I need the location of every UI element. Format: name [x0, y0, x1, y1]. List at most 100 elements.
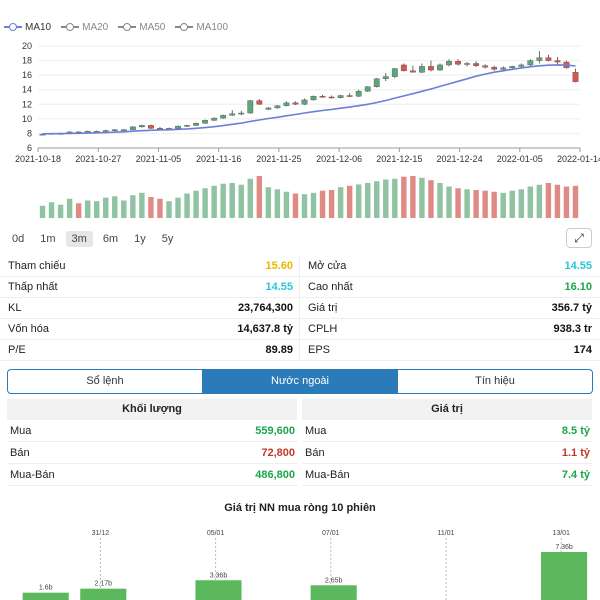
candle [310, 96, 317, 101]
volume-bar [247, 178, 253, 218]
volume-bar [229, 183, 235, 218]
candle [391, 68, 398, 77]
volume-bar [500, 192, 506, 218]
x-tick-label: 2021-12-15 [376, 154, 422, 164]
candle [184, 125, 190, 127]
period-1y[interactable]: 1y [134, 233, 146, 245]
candle [545, 57, 552, 61]
period-0d[interactable]: 0d [12, 233, 25, 245]
date-label: 05/01 [207, 530, 225, 537]
candle [491, 66, 498, 70]
stat-value: 938.3 tr [553, 323, 592, 335]
y-tick-label: 12 [22, 99, 32, 109]
stat-label: CPLH [308, 323, 338, 335]
net-bar-label: 7.36b [555, 544, 573, 551]
foreign-row-label: Bán [10, 446, 30, 459]
volume-bar [491, 191, 497, 218]
stat-value: 15.60 [265, 260, 293, 272]
ma-legend: MA10 MA20 MA50 MA100 [4, 19, 228, 35]
legend-ma20[interactable]: MA20 [61, 19, 108, 35]
stat-row: Vốn hóa 14,637.8 tỷ CPLH 938.3 tr [0, 319, 600, 340]
foreign-volume-header: Khối lượng [7, 399, 297, 420]
tab-signals[interactable]: Tín hiệu [475, 375, 515, 387]
stat-row: Tham chiếu 15.60 Mở cửa 14.55 [0, 256, 600, 277]
tab-foreign[interactable]: Nước ngoài [203, 370, 398, 393]
date-label: 31/12 [92, 530, 110, 537]
foreign-row: Bán 72,800 [7, 442, 297, 464]
y-tick-label: 14 [22, 85, 32, 95]
period-1m[interactable]: 1m [40, 233, 56, 245]
foreign-row-value: 72,800 [261, 446, 295, 459]
volume-bar [554, 184, 561, 218]
volume-bar [328, 190, 335, 218]
top-cut-text [0, 0, 600, 6]
candle [473, 63, 480, 66]
x-tick-label: 2022-01-14 [557, 154, 600, 164]
y-tick-label: 8 [27, 128, 32, 138]
stat-value: 14.55 [564, 260, 592, 272]
net-bar-label: 2.65b [325, 577, 343, 584]
volume-bar [527, 186, 534, 218]
candle [346, 95, 353, 97]
foreign-row-label: Mua-Bán [10, 468, 55, 481]
candle [129, 126, 136, 130]
period-3m[interactable]: 3m [65, 231, 93, 247]
legend-ma50[interactable]: MA50 [118, 19, 165, 35]
net-bar [541, 552, 588, 600]
candle [509, 66, 516, 69]
y-tick-label: 6 [27, 143, 32, 153]
y-tick-label: 10 [22, 114, 32, 124]
volume-bar [509, 190, 515, 218]
volume-bar [184, 193, 190, 218]
stat-label: Tham chiếu [8, 260, 66, 272]
line-marker-icon [61, 22, 80, 32]
price-volume-chart[interactable]: 6 8 10 12 14 16 18 20 2021-10-18 2021-10-27 2021-1… [0, 38, 600, 223]
expand-icon[interactable]: ⤢ [566, 228, 592, 248]
legend-ma100-label: MA100 [196, 21, 229, 33]
stat-cell: Cao nhất 16.10 [300, 277, 600, 298]
period-5y[interactable]: 5y [161, 233, 174, 245]
line-marker-icon [4, 22, 22, 32]
volume-bar [121, 200, 127, 218]
candle [419, 66, 425, 73]
net-bar-label: 2.17b [95, 581, 113, 588]
volume-bar [310, 192, 317, 218]
volume-bar [220, 183, 226, 218]
volume-bar [446, 186, 452, 218]
candle [536, 57, 543, 61]
net-bar [310, 585, 357, 600]
tab-order-book[interactable]: Sổ lệnh [8, 370, 203, 393]
legend-ma10[interactable]: MA10 [4, 19, 51, 35]
candle [328, 96, 335, 99]
volume-bar [48, 202, 55, 218]
candle [428, 66, 434, 71]
stat-row: Thấp nhất 14.55 Cao nhất 16.10 [0, 277, 600, 298]
net-buy-title: Giá trị NN mua ròng 10 phiên [224, 502, 376, 514]
line-marker-icon [118, 22, 137, 32]
volume-bar [175, 197, 181, 218]
net-buy-chart: 31/12 05/01 07/01 11/01 13/01 1.6b 2.17b 3.36b 2… [22, 530, 588, 600]
period-6m[interactable]: 6m [102, 233, 119, 245]
foreign-row-value: 7.4 tỷ [561, 468, 590, 481]
stat-cell: Giá trị 356.7 tỷ [300, 298, 600, 319]
stat-label: P/E [8, 344, 26, 356]
volume-bar [66, 198, 73, 218]
foreign-row-value: 8.5 tỷ [561, 424, 590, 437]
stat-value: 16.10 [564, 281, 592, 293]
volume-bar [455, 188, 461, 218]
x-tick-label: 2021-12-24 [437, 154, 483, 164]
candle [120, 129, 127, 131]
volume-bar [292, 193, 299, 218]
stat-cell: CPLH 938.3 tr [300, 319, 600, 340]
y-tick-label: 18 [22, 56, 32, 66]
x-tick-label: 2022-01-05 [497, 154, 543, 164]
candle [355, 90, 362, 97]
candle [518, 64, 525, 67]
volume-bar [346, 185, 353, 218]
volume-bar [428, 180, 434, 218]
legend-ma100[interactable]: MA100 [175, 19, 228, 35]
candle [409, 70, 416, 73]
candle [482, 65, 489, 68]
candle [148, 125, 154, 129]
candle [301, 99, 308, 105]
